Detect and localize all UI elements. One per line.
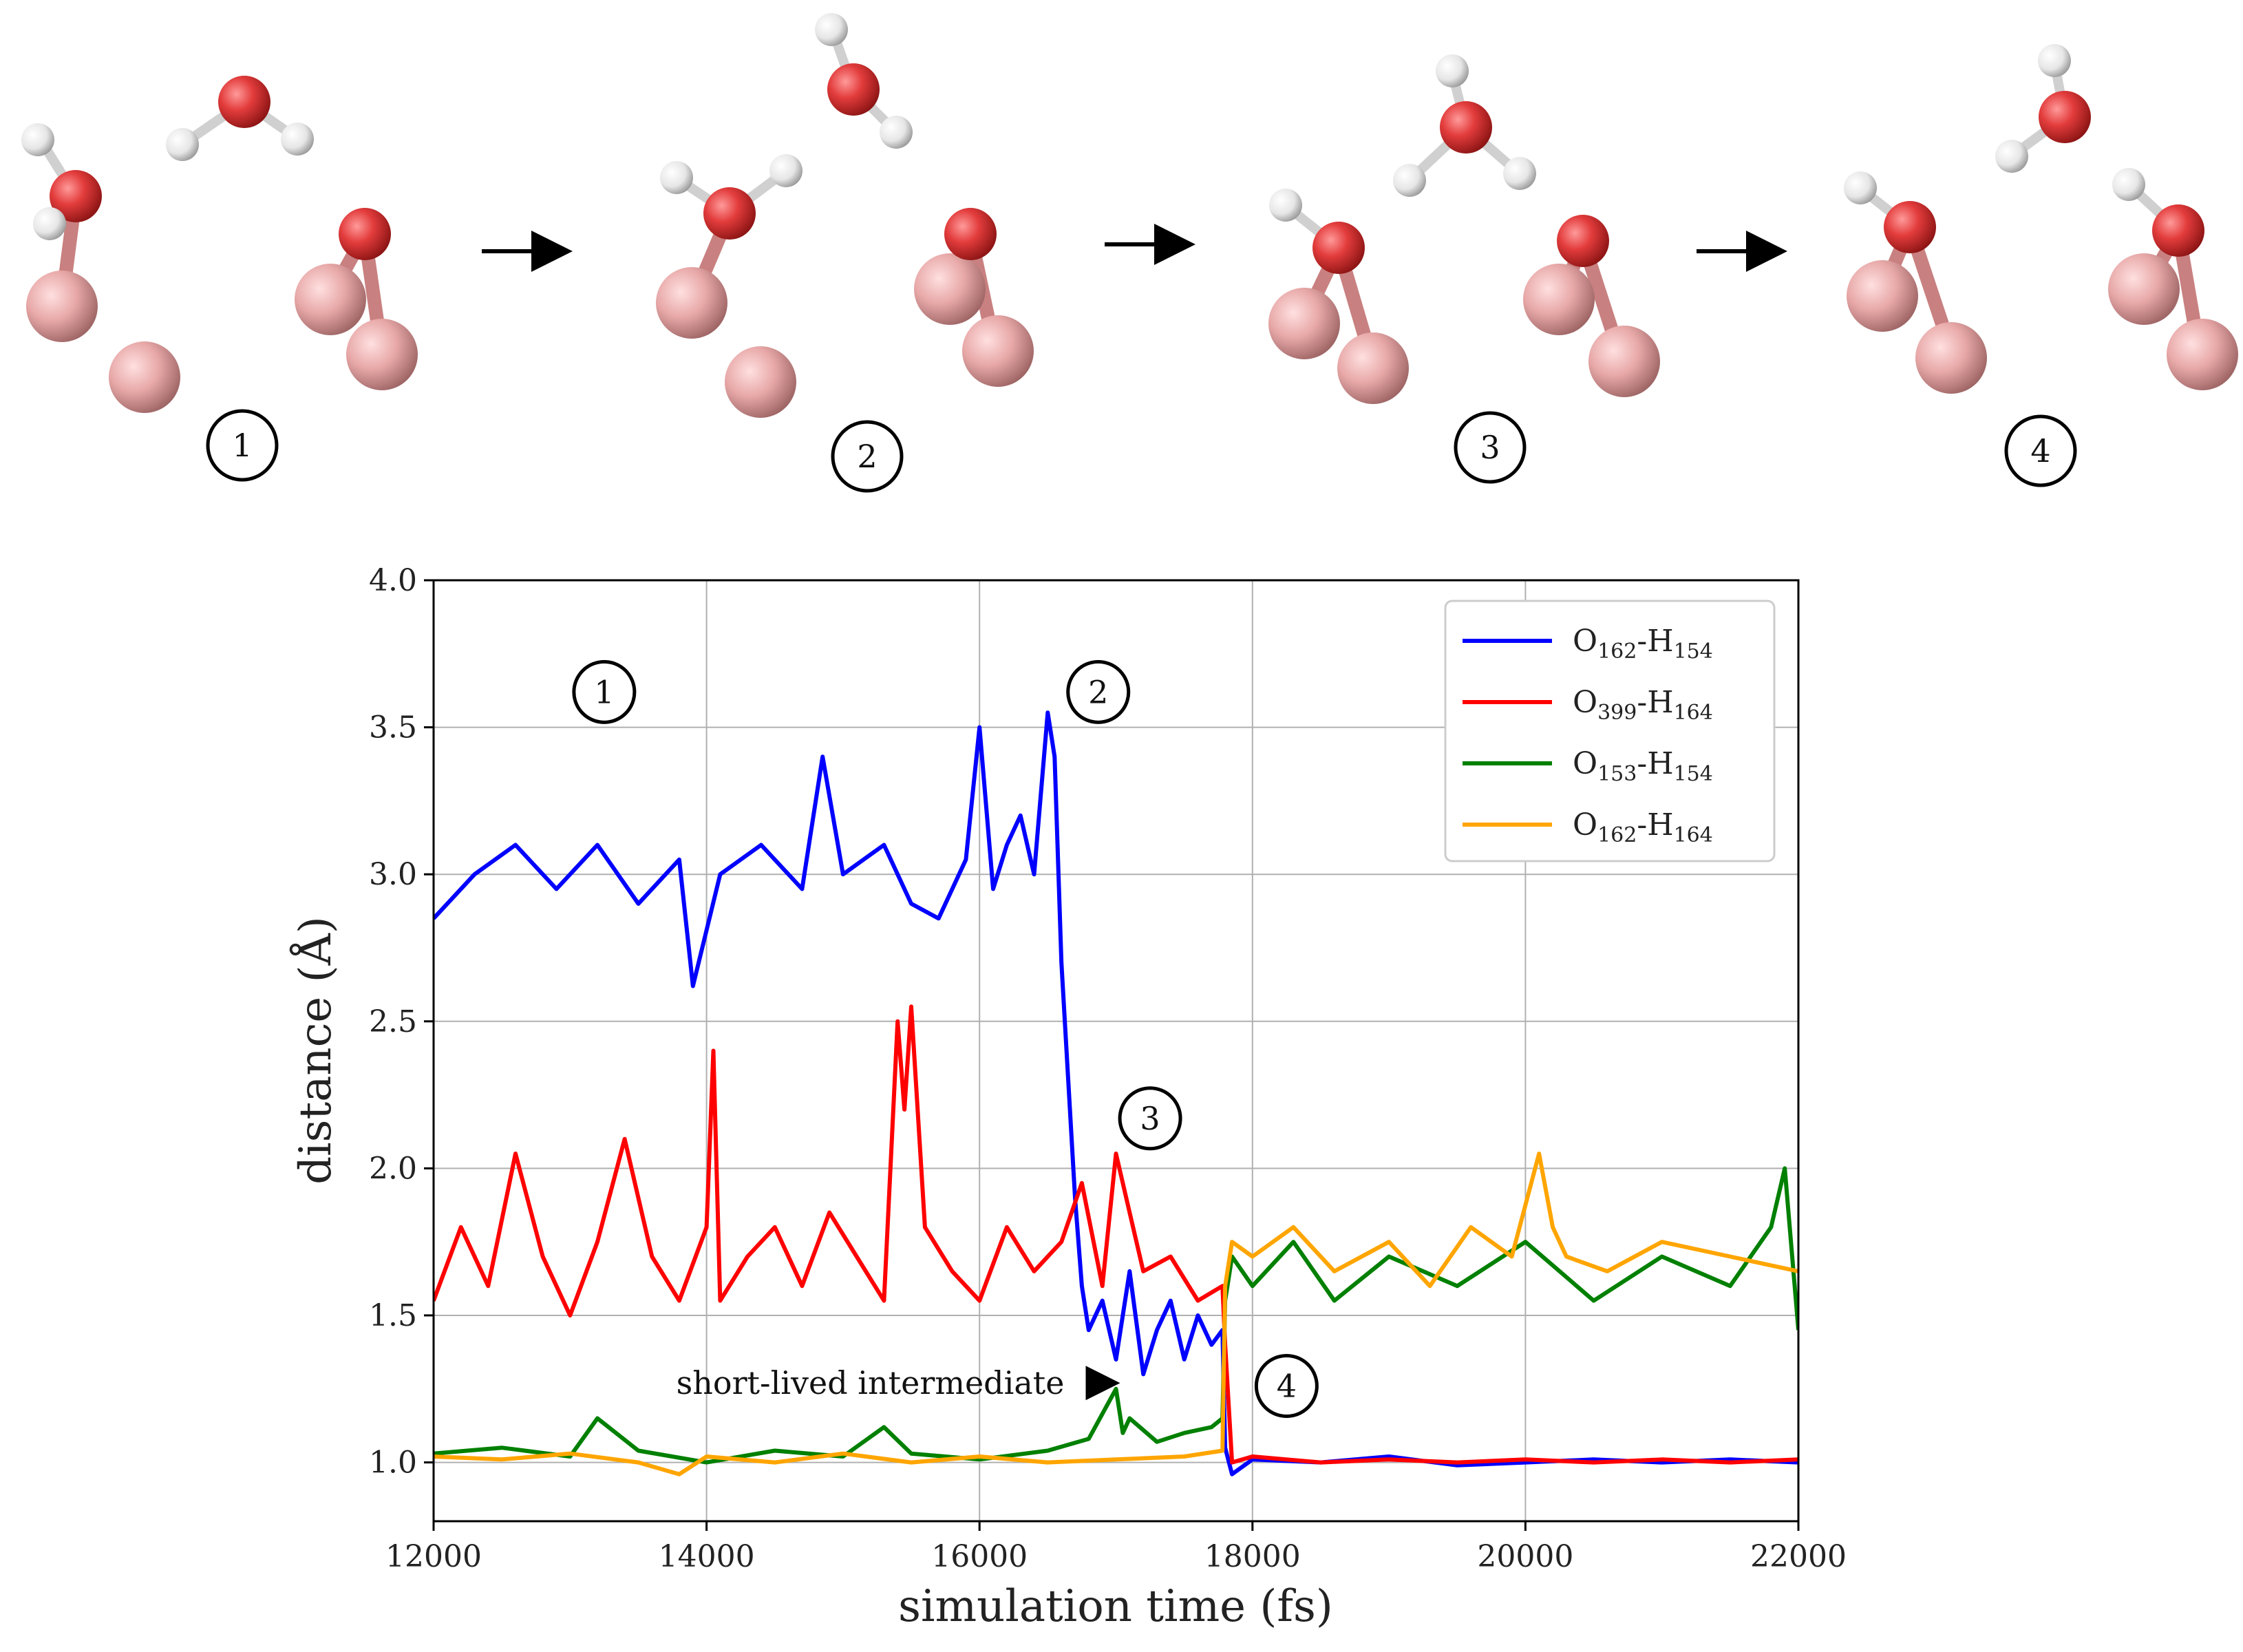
- boron-atom: [295, 264, 366, 335]
- y-axis-label: distance (Å): [290, 916, 341, 1185]
- oxygen-atom: [339, 208, 391, 260]
- hydrogen-atom: [2112, 168, 2145, 201]
- hydrogen-atom: [1269, 189, 1302, 222]
- y-tick-label: 4.0: [369, 563, 417, 598]
- state-marker-label: 2: [1088, 673, 1108, 710]
- snapshot-label-3: 3: [1454, 411, 1527, 484]
- oxygen-atom: [944, 208, 997, 260]
- state-marker-1: 1: [572, 659, 637, 724]
- boron-atom: [109, 341, 180, 413]
- series-layer: [434, 710, 1798, 1476]
- snapshot-label-text: 3: [1480, 429, 1500, 466]
- hydrogen-atom: [815, 13, 848, 46]
- y-tick-label: 2.0: [369, 1151, 417, 1186]
- state-marker-label: 4: [1277, 1367, 1297, 1404]
- boron-atom: [2108, 253, 2180, 325]
- oxygen-atom: [1884, 201, 1936, 253]
- x-tick-label: 16000: [931, 1539, 1028, 1574]
- boron-atom: [1523, 264, 1595, 335]
- hydrogen-atom: [1503, 157, 1536, 190]
- snapshot-2: [656, 13, 1034, 418]
- boron-atom: [725, 346, 796, 418]
- oxygen-atom: [1312, 222, 1365, 274]
- hydrogen-atom: [880, 116, 913, 149]
- state-marker-label: 3: [1140, 1100, 1160, 1137]
- snapshot-label-text: 1: [232, 427, 252, 464]
- boron-atom: [1847, 260, 1918, 332]
- x-tick-label: 20000: [1477, 1539, 1573, 1574]
- legend: O162-H154 O399-H164 O153-H154 O162-H164: [1444, 600, 1776, 862]
- oxygen-atom: [218, 76, 270, 128]
- snapshot-3: [1268, 54, 1660, 404]
- legend-label: O162-H154: [1573, 624, 1713, 664]
- snapshot-label-text: 4: [2030, 432, 2050, 469]
- x-tick-label: 14000: [659, 1539, 755, 1574]
- x-tick-label: 12000: [385, 1539, 482, 1574]
- legend-box: [1444, 600, 1776, 862]
- snapshot-label-4: 4: [2004, 414, 2077, 487]
- hydrogen-atom: [660, 161, 693, 194]
- hydrogen-atom: [33, 207, 66, 240]
- legend-label: O399-H164: [1573, 685, 1713, 725]
- state-marker-3: 3: [1118, 1086, 1182, 1151]
- molecular-snapshots: 1 2 3 4: [21, 13, 2238, 493]
- hydrogen-atom: [1844, 171, 1877, 204]
- distance-chart: 12000 14000 16000 18000 20000 22000 1.0 1.5 2.0…: [290, 563, 1847, 1632]
- boron-atom: [1337, 332, 1409, 404]
- hydrogen-atom: [21, 123, 54, 156]
- boron-atom: [1268, 288, 1340, 359]
- snapshot-1: [21, 76, 418, 413]
- y-tick-label: 2.5: [369, 1004, 417, 1039]
- state-marker-label: 1: [594, 673, 614, 710]
- y-tick-label: 1.0: [369, 1446, 417, 1481]
- legend-label: O153-H154: [1573, 746, 1713, 786]
- plot-frame: [432, 579, 1800, 1523]
- oxygen-atom: [2039, 91, 2091, 143]
- y-tick-label: 3.0: [369, 857, 417, 892]
- snapshot-label-1: 1: [206, 409, 279, 482]
- hydrogen-atom: [1393, 164, 1426, 197]
- oxygen-atom: [50, 170, 102, 222]
- snapshot-label-2: 2: [831, 420, 904, 493]
- series-line-1: [434, 1004, 1798, 1465]
- oxygen-atom: [2152, 204, 2204, 257]
- oxygen-atom: [1557, 215, 1609, 267]
- y-tick-label: 3.5: [369, 710, 417, 745]
- y-tick-label: 1.5: [369, 1298, 417, 1333]
- x-tick-label: 18000: [1204, 1539, 1301, 1574]
- hydrogen-atom: [769, 154, 802, 187]
- oxygen-atom: [1440, 101, 1492, 153]
- state-marker-4: 4: [1254, 1353, 1319, 1418]
- state-marker-2: 2: [1066, 659, 1131, 724]
- oxygen-atom: [827, 63, 880, 116]
- x-axis-label: simulation time (fs): [898, 1581, 1333, 1632]
- hydrogen-atom: [281, 123, 314, 156]
- boron-atom: [914, 253, 986, 325]
- snapshot-label-text: 2: [857, 438, 877, 475]
- annotation-text: short-lived intermediate: [677, 1364, 1065, 1401]
- x-ticks: 12000 14000 16000 18000 20000 22000: [385, 1521, 1847, 1574]
- series-line-2: [434, 1166, 1798, 1465]
- y-ticks: 1.0 1.5 2.0 2.5 3.0 3.5 4.0: [369, 563, 434, 1481]
- hydrogen-atom: [2038, 44, 2071, 77]
- boron-atom: [656, 267, 727, 339]
- snapshot-4: [1844, 44, 2238, 394]
- boron-atom: [962, 315, 1034, 387]
- x-tick-label: 22000: [1750, 1539, 1847, 1574]
- state-markers: 1 2 3 4: [572, 659, 1319, 1418]
- boron-atom: [346, 319, 418, 390]
- oxygen-atom: [703, 187, 756, 240]
- series-line-3: [434, 1152, 1798, 1476]
- boron-atom: [2167, 319, 2238, 390]
- boron-atom: [1915, 322, 1987, 394]
- series-line-0: [434, 710, 1798, 1476]
- legend-label: O162-H164: [1573, 807, 1713, 847]
- hydrogen-atom: [1436, 54, 1469, 87]
- hydrogen-atom: [1995, 140, 2028, 173]
- annotations: short-lived intermediate: [677, 1364, 1120, 1401]
- hydrogen-atom: [166, 128, 199, 161]
- boron-atom: [26, 271, 98, 342]
- boron-atom: [1588, 326, 1660, 397]
